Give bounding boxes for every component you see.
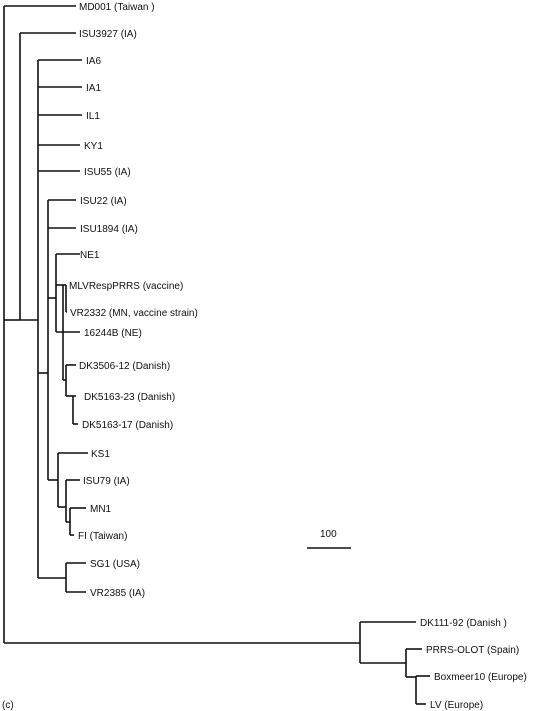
taxon-label: VR2332 (MN, vaccine strain): [70, 308, 198, 319]
taxon-label: KY1: [84, 141, 103, 152]
taxon-label: VR2385 (IA): [90, 588, 145, 599]
taxon-label: FI (Taiwan): [78, 531, 127, 542]
taxon-label: ISU79 (IA): [83, 476, 130, 487]
taxon-label: ISU1894 (IA): [80, 224, 138, 235]
taxon-label: PRRS-OLOT (Spain): [426, 645, 519, 656]
taxon-label: SG1 (USA): [90, 559, 140, 570]
taxon-label: KS1: [91, 449, 110, 460]
taxon-label: 16244B (NE): [84, 328, 142, 339]
taxon-label: ISU3927 (IA): [79, 29, 137, 40]
taxon-label: MLVRespPRRS (vaccine): [69, 281, 183, 292]
taxon-label: DK3506-12 (Danish): [79, 361, 170, 372]
scale-bar-label: 100: [320, 529, 337, 540]
scale-bar: 100: [307, 529, 351, 549]
taxon-label: IA1: [86, 83, 101, 94]
taxon-label: DK5163-23 (Danish): [84, 392, 175, 403]
taxon-label: NE1: [80, 250, 100, 261]
taxon-labels: MD001 (Taiwan ) ISU3927 (IA) IA6 IA1 IL1…: [69, 2, 527, 711]
taxon-label: MD001 (Taiwan ): [79, 2, 155, 13]
taxon-label: Boxmeer10 (Europe): [434, 672, 527, 683]
taxon-label: ISU55 (IA): [84, 167, 131, 178]
taxon-label: DK111-92 (Danish ): [420, 618, 507, 629]
taxon-label: LV (Europe): [430, 700, 483, 711]
taxon-label: IL1: [86, 111, 100, 122]
tree-branches: [3, 5, 430, 705]
taxon-label: IA6: [86, 56, 101, 67]
taxon-label: MN1: [90, 504, 112, 515]
panel-label: (c): [2, 700, 14, 711]
taxon-label: DK5163-17 (Danish): [82, 420, 173, 431]
taxon-label: ISU22 (IA): [80, 196, 127, 207]
